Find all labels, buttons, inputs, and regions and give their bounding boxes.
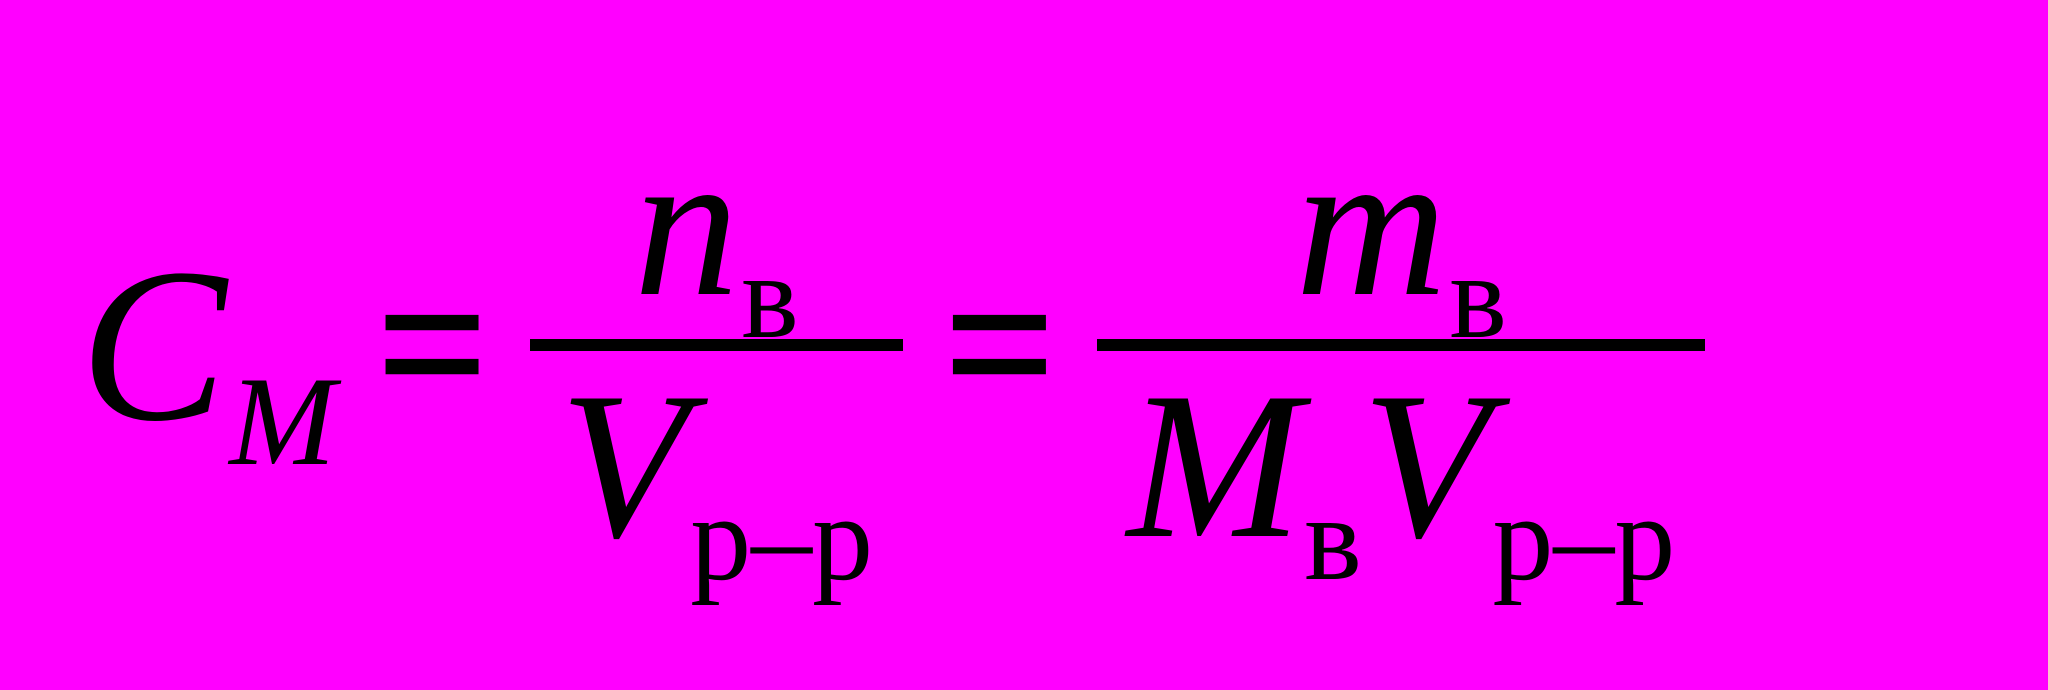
equals-2: = — [943, 235, 1057, 455]
molar-concentration-equation: C M = n в V р–р = m в M в V — [80, 119, 1705, 571]
fraction-2: m в M в V р–р — [1097, 119, 1705, 571]
frac1-numerator: n в — [604, 119, 829, 339]
frac1-denominator: V р–р — [530, 351, 903, 571]
frac2-denom-term-0: M в — [1127, 361, 1362, 571]
frac2-num-sub: в — [1449, 236, 1507, 358]
frac1-num-sub: в — [741, 236, 799, 358]
frac1-denom-term-0: V р–р — [560, 361, 873, 571]
frac2-num-base: m — [1295, 119, 1447, 329]
lhs-subscript: M — [229, 358, 335, 486]
frac1-denom-sub-0: р–р — [690, 478, 873, 600]
frac2-denom-base-1: V — [1362, 361, 1490, 571]
frac2-denom-base-0: M — [1127, 361, 1302, 571]
lhs-term: C M — [80, 235, 336, 455]
frac2-numerator: m в — [1265, 119, 1537, 339]
frac2-denom-sub-1: р–р — [1493, 478, 1676, 600]
frac2-denom-term-1: V р–р — [1362, 361, 1675, 571]
frac1-num-base: n — [634, 119, 739, 329]
fraction-1: n в V р–р — [530, 119, 903, 571]
lhs-base: C — [80, 235, 227, 455]
frac2-denominator: M в V р–р — [1097, 351, 1705, 571]
equals-1: = — [376, 235, 490, 455]
frac1-denom-base-0: V — [560, 361, 688, 571]
frac2-denom-sub-0: в — [1304, 478, 1362, 600]
